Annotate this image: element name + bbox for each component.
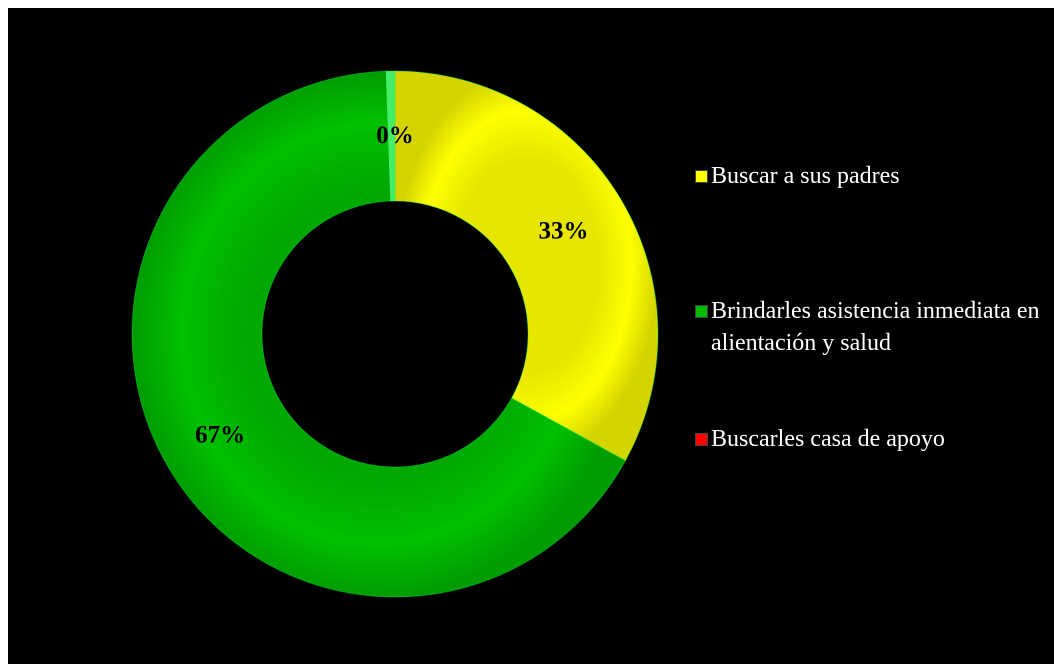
legend-item-casa-apoyo: Buscarles casa de apoyo	[695, 423, 1054, 455]
donut-slices	[131, 70, 659, 598]
label-buscar-padres: 33%	[538, 218, 588, 245]
legend-item-buscar-padres: Buscar a sus padres	[695, 160, 1054, 192]
slice-buscar-padres	[394, 70, 659, 462]
donut-chart: 33% 67% 0%	[131, 70, 659, 598]
legend-label: Buscar a sus padres	[711, 163, 900, 189]
legend-label: Brindarles asistencia inmediata en alien…	[711, 298, 1040, 356]
label-casa-apoyo: 0%	[376, 122, 414, 149]
chart-area: 33% 67% 0% Buscar a sus padres Brindarles …	[8, 8, 1054, 664]
slice-brindar-asistencia	[131, 70, 627, 598]
legend-swatch-green	[695, 305, 708, 318]
label-brindar-asistencia: 67%	[195, 421, 245, 448]
legend-label: Buscarles casa de apoyo	[711, 426, 945, 452]
legend-swatch-red	[695, 433, 708, 446]
zero-slice-wedge	[385, 71, 395, 202]
zero-slice-marker	[385, 71, 395, 202]
data-labels: 33% 67% 0%	[195, 122, 588, 448]
legend-swatch-yellow	[695, 170, 708, 183]
legend-item-brindar-asistencia: Brindarles asistencia inmediata en alien…	[695, 295, 1054, 359]
